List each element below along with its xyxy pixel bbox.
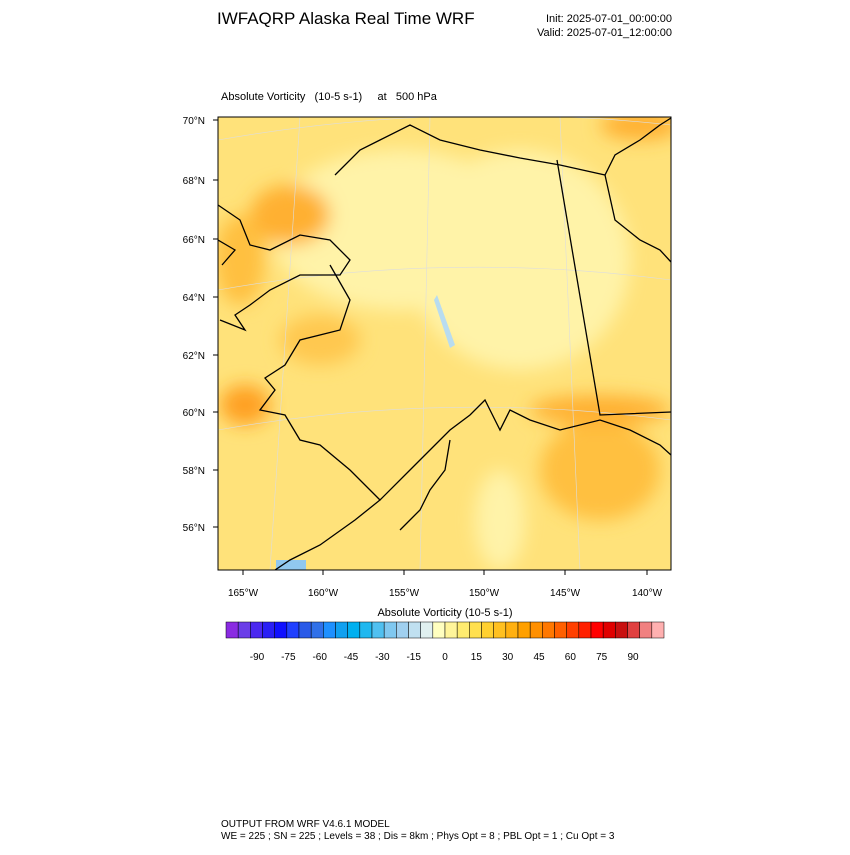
colorbar-box (481, 621, 494, 639)
colorbar-box (602, 621, 616, 639)
colorbar-box (225, 621, 239, 639)
colorbar-box (651, 621, 665, 639)
colorbar-label: 90 (627, 652, 639, 663)
footer-line: WE = 225 ; SN = 225 ; Levels = 38 ; Dis … (221, 831, 615, 842)
colorbar-label: 30 (502, 652, 514, 663)
colorbar-box (444, 621, 458, 639)
colorbar-box (408, 621, 421, 639)
colorbar-label: 0 (442, 652, 448, 663)
colorbar-label: 60 (565, 652, 577, 663)
colorbar-label: 15 (471, 652, 483, 663)
lat-label: 60°N (183, 408, 205, 419)
colorbar-box (347, 621, 361, 639)
colorbar-label: -90 (250, 652, 265, 663)
colorbar-box (432, 621, 446, 639)
colorbar-label: -75 (281, 652, 296, 663)
colorbar-box (590, 621, 604, 639)
colorbar-label: -15 (406, 652, 421, 663)
lon-label: 155°W (389, 588, 420, 599)
lon-label: 150°W (469, 588, 500, 599)
colorbar-box (529, 621, 543, 639)
colorbar-label: -45 (344, 652, 359, 663)
colorbar-box (262, 621, 275, 639)
colorbar-label: -60 (312, 652, 327, 663)
colorbar-box (505, 621, 519, 639)
colorbar-label: 45 (533, 652, 545, 663)
colorbar-box (639, 621, 653, 639)
colorbar-box (615, 621, 628, 639)
lon-label: 145°W (550, 588, 581, 599)
colorbar: -90 -75 -60 -45 -30 -15 0 15 30 45 60 75 90 (225, 621, 665, 663)
colorbar-box (383, 621, 397, 639)
lat-label: 68°N (183, 176, 205, 187)
map-field (218, 117, 671, 570)
colorbar-box (469, 621, 482, 639)
colorbar-box (371, 621, 385, 639)
lat-label: 58°N (183, 466, 205, 477)
lon-labels: 165°W 160°W 155°W 150°W 145°W 140°W (228, 570, 663, 599)
lat-labels: 70°N 68°N 66°N 64°N 62°N 60°N 58°N 56°N (183, 116, 218, 534)
colorbar-box (627, 621, 640, 639)
lat-label: 62°N (183, 351, 205, 362)
lat-label: 66°N (183, 235, 205, 246)
subtitle: Absolute Vorticity (10-5 s-1) at 500 hPa (221, 91, 438, 103)
colorbar-box (274, 621, 288, 639)
colorbar-box (250, 621, 263, 639)
colorbar-title: Absolute Vorticity (10-5 s-1) (377, 607, 512, 619)
colorbar-label: 75 (596, 652, 608, 663)
colorbar-box (396, 621, 409, 639)
lon-label: 165°W (228, 588, 259, 599)
valid-time: Valid: 2025-07-01_12:00:00 (537, 27, 672, 39)
title: IWFAQRP Alaska Real Time WRF (217, 9, 475, 28)
lat-label: 64°N (183, 293, 205, 304)
lat-label: 56°N (183, 523, 205, 534)
colorbar-box (420, 621, 434, 639)
colorbar-label: -30 (375, 652, 390, 663)
colorbar-box (335, 621, 348, 639)
colorbar-box (237, 621, 251, 639)
map-frame (217, 116, 672, 571)
footer-line: OUTPUT FROM WRF V4.6.1 MODEL (221, 819, 390, 830)
colorbar-box (298, 621, 312, 639)
colorbar-box (456, 621, 470, 639)
colorbar-box (554, 621, 567, 639)
colorbar-box (359, 621, 373, 639)
colorbar-box (517, 621, 531, 639)
colorbar-box (566, 621, 580, 639)
lat-label: 70°N (183, 116, 205, 127)
colorbar-box (542, 621, 555, 639)
colorbar-box (493, 621, 507, 639)
colorbar-box (286, 621, 300, 639)
init-time: Init: 2025-07-01_00:00:00 (546, 13, 672, 25)
lon-label: 160°W (308, 588, 339, 599)
colorbar-box (578, 621, 592, 639)
colorbar-box (310, 621, 324, 639)
lon-label: 140°W (632, 588, 663, 599)
colorbar-box (323, 621, 336, 639)
